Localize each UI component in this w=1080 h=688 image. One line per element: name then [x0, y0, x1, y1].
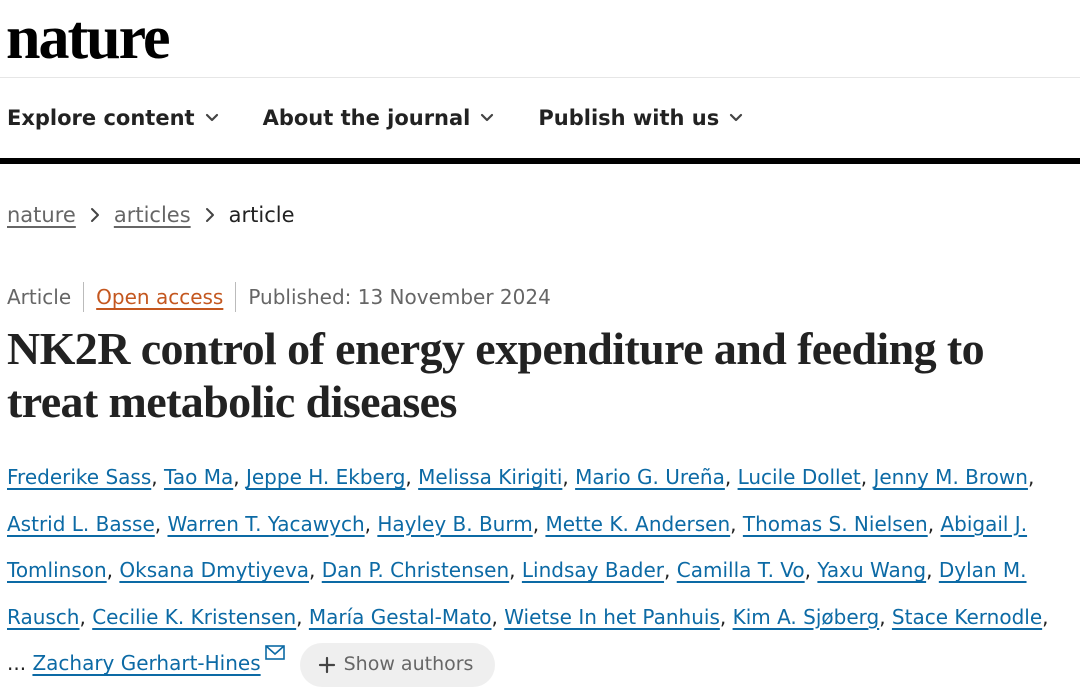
- nav-item[interactable]: About the journal: [263, 106, 495, 130]
- author-separator: ,: [927, 511, 935, 536]
- author-separator: ,: [79, 604, 86, 629]
- author-separator: ,: [296, 604, 303, 629]
- author-separator: ,: [491, 604, 498, 629]
- author-separator: ,: [532, 511, 540, 536]
- author-separator: ,: [151, 465, 158, 489]
- show-authors-label[interactable]: Show authors: [343, 653, 474, 676]
- plus-icon-shape: [318, 656, 335, 673]
- breadcrumbs: nature articles article: [0, 200, 1080, 230]
- author-link[interactable]: Warren T. Yacawych: [167, 511, 365, 536]
- author-separator: ,: [509, 558, 516, 582]
- truncation: ...: [7, 651, 27, 675]
- chevron-right: [90, 208, 99, 222]
- author-link[interactable]: Camilla T. Vo: [676, 558, 805, 582]
- author-link[interactable]: Jeppe H. Ekberg: [245, 465, 406, 489]
- author-link[interactable]: Mario G. Ureña: [575, 465, 725, 489]
- plus-icon: [318, 656, 335, 673]
- author-separator: ,: [1042, 604, 1049, 629]
- chevron-down-shape: [481, 113, 494, 122]
- author-separator: ,: [926, 558, 933, 582]
- author-separator: ,: [233, 465, 240, 489]
- chevron-down: [730, 113, 743, 122]
- breadcrumb-link[interactable]: nature: [7, 203, 76, 227]
- author-separator: ,: [1027, 465, 1035, 489]
- author-separator: ,: [860, 465, 868, 489]
- nav-item[interactable]: Explore content: [7, 106, 219, 130]
- author-separator: ,: [730, 511, 737, 536]
- author-link[interactable]: Melissa Kirigiti: [418, 465, 563, 489]
- author-separator: ,: [719, 604, 727, 629]
- author-link[interactable]: Kim A. Sjøberg: [732, 604, 880, 629]
- author-link[interactable]: Thomas S. Nielsen: [742, 511, 928, 536]
- author-link[interactable]: Astrid L. Basse: [7, 511, 155, 536]
- author-link[interactable]: Oksana Dmytiyeva: [119, 558, 310, 582]
- email-icon-body: [264, 645, 285, 660]
- author-separator: ,: [405, 465, 412, 489]
- author-separator: ,: [664, 558, 671, 582]
- author-separator: ,: [562, 465, 569, 489]
- chevron-right: [205, 208, 214, 222]
- author-link[interactable]: Stace Kernodle: [891, 604, 1043, 629]
- author-link[interactable]: Tao Ma: [163, 465, 234, 489]
- nav-label[interactable]: Publish with us: [538, 106, 720, 130]
- author-separator: ,: [879, 604, 886, 629]
- author-link[interactable]: Zachary Gerhart-Hines: [32, 651, 261, 675]
- author-separator: ,: [309, 558, 316, 582]
- logo[interactable]: nature: [0, 0, 1080, 78]
- author-list: Frederike Sass, Tao Ma, Jeppe H. Ekberg,…: [7, 454, 1073, 687]
- author-separator: ,: [724, 465, 732, 489]
- author-link[interactable]: Frederike Sass: [7, 465, 152, 489]
- author-link[interactable]: Wietse In het Panhuis: [504, 604, 720, 629]
- separator-bar: [83, 282, 85, 312]
- author-separator: ,: [804, 558, 812, 582]
- show-authors-button[interactable]: Show authors: [299, 642, 496, 687]
- chevron-right-shape: [205, 208, 214, 222]
- nav-bar: Explore content About the journal Publish …: [0, 78, 1080, 164]
- author-separator: ,: [106, 558, 114, 582]
- chevron-down: [205, 113, 218, 122]
- author-link[interactable]: Dylan M. Rausch: [7, 558, 1027, 629]
- author-link[interactable]: Abigail J. Tomlinson: [7, 511, 1028, 583]
- author-link[interactable]: Yaxu Wang: [817, 558, 927, 582]
- nav-label[interactable]: Explore content: [7, 106, 195, 130]
- author-link[interactable]: Jenny M. Brown: [873, 465, 1028, 489]
- author-link[interactable]: Dan P. Christensen: [321, 558, 510, 582]
- published-date: Published: 13 November 2024: [248, 285, 551, 309]
- author-link[interactable]: Lindsay Bader: [521, 558, 665, 582]
- article-title: NK2R control of energy expenditure and f…: [7, 323, 985, 427]
- author-separator: ,: [154, 511, 162, 536]
- chevron-down-shape: [730, 113, 743, 122]
- author-separator: ,: [364, 511, 371, 536]
- open-access-link[interactable]: Open access: [96, 285, 224, 309]
- author-link[interactable]: Lucile Dollet: [737, 465, 861, 489]
- chevron-right-shape: [90, 208, 99, 222]
- author-link[interactable]: Cecilie K. Kristensen: [92, 604, 297, 629]
- separator-bar: [235, 282, 237, 312]
- breadcrumb-current: article: [228, 203, 295, 227]
- chevron-down: [481, 113, 494, 122]
- author-link[interactable]: Mette K. Andersen: [545, 511, 731, 536]
- email-icon-flap: [265, 645, 285, 656]
- author-link[interactable]: María Gestal-Mato: [308, 604, 492, 629]
- nav-label[interactable]: About the journal: [262, 106, 471, 130]
- article-meta: Article Open access Published: 13 Novemb…: [0, 282, 1080, 312]
- article-type: Article: [7, 285, 72, 309]
- chevron-down-shape: [205, 113, 218, 122]
- nav-item[interactable]: Publish with us: [538, 106, 743, 130]
- email-icon[interactable]: [264, 644, 286, 662]
- breadcrumb-link[interactable]: articles: [113, 203, 191, 227]
- author-link[interactable]: Hayley B. Burm: [377, 511, 533, 536]
